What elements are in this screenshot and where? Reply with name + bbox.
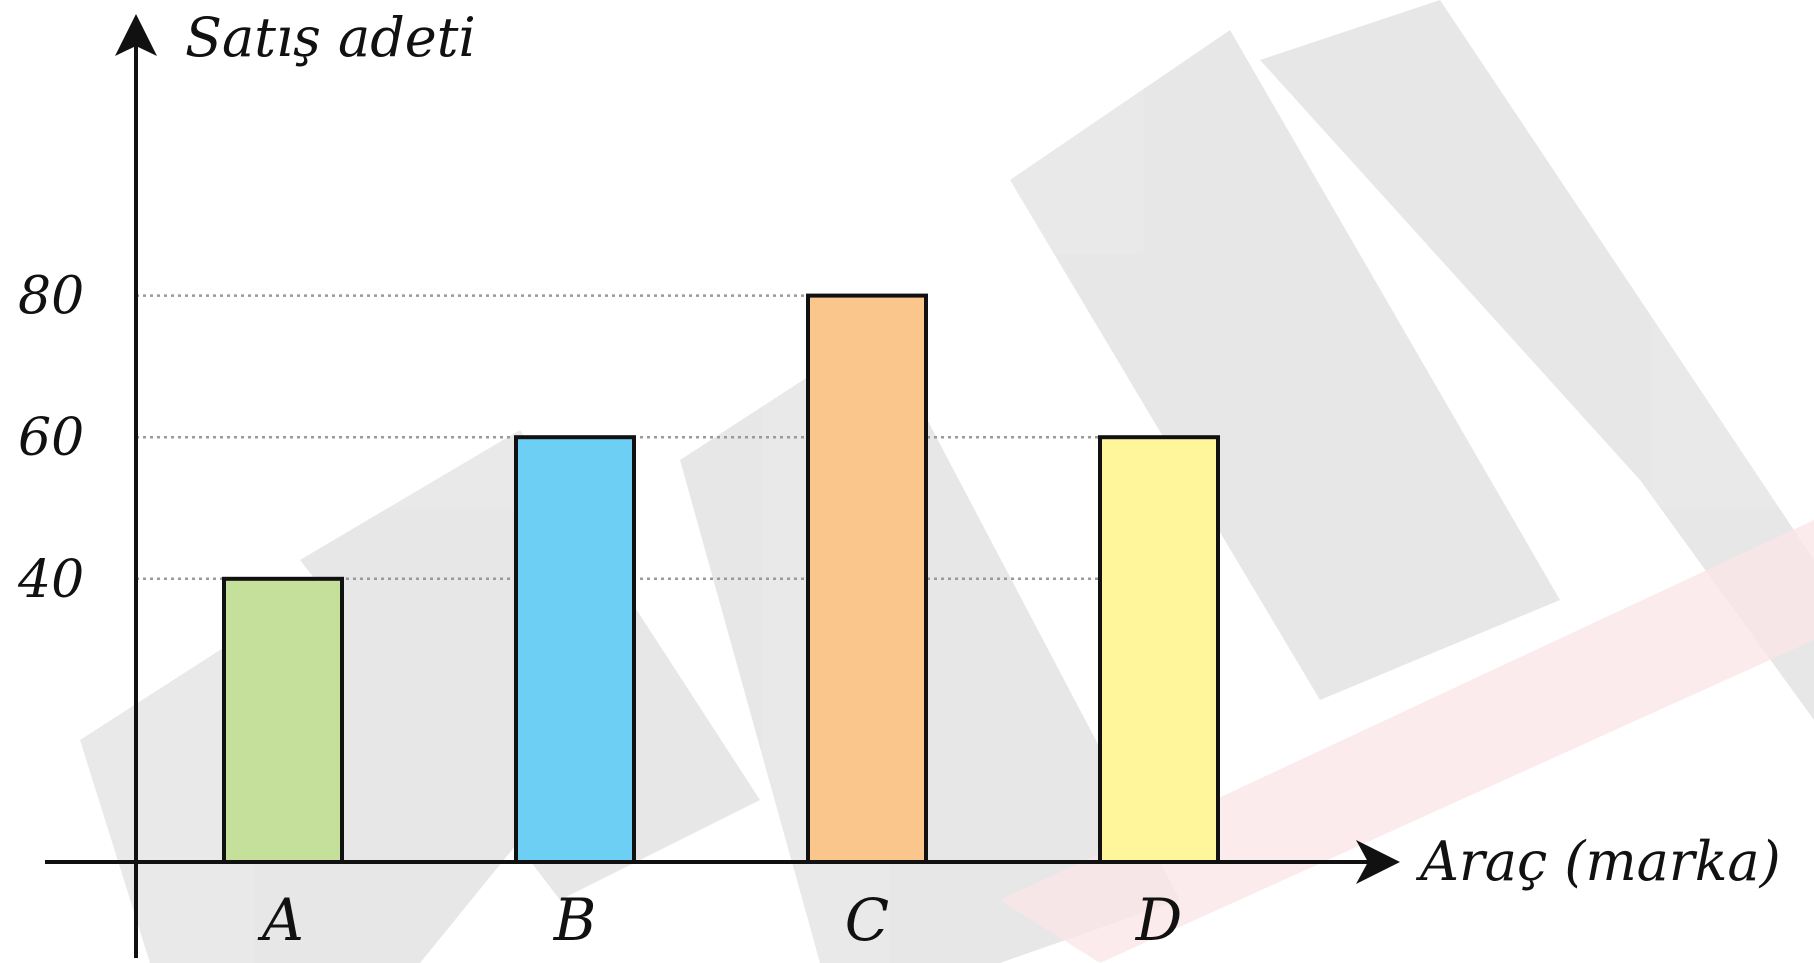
gridlines (136, 294, 1100, 581)
y-tick-label: 80 (18, 267, 84, 327)
category-label-D: D (1135, 886, 1183, 954)
x-axis-arrow-icon (1356, 840, 1400, 884)
bars (222, 293, 1220, 865)
bar-D (1098, 435, 1220, 864)
x-axis-title: Araç (marka) (1415, 830, 1781, 893)
bar-A (222, 576, 344, 864)
category-label-C: C (845, 886, 889, 954)
y-axis-arrow-icon (115, 14, 157, 56)
y-tick-labels: 40 60 80 (17, 267, 84, 610)
y-tick-label: 40 (17, 550, 84, 610)
y-tick-label: 60 (18, 408, 84, 468)
bar-B (514, 435, 636, 864)
category-label-A: A (257, 886, 304, 954)
y-axis-title: Satış adeti (185, 6, 476, 69)
bar-C (806, 293, 928, 865)
category-label-B: B (553, 886, 597, 954)
category-labels: A B C D (257, 886, 1182, 954)
